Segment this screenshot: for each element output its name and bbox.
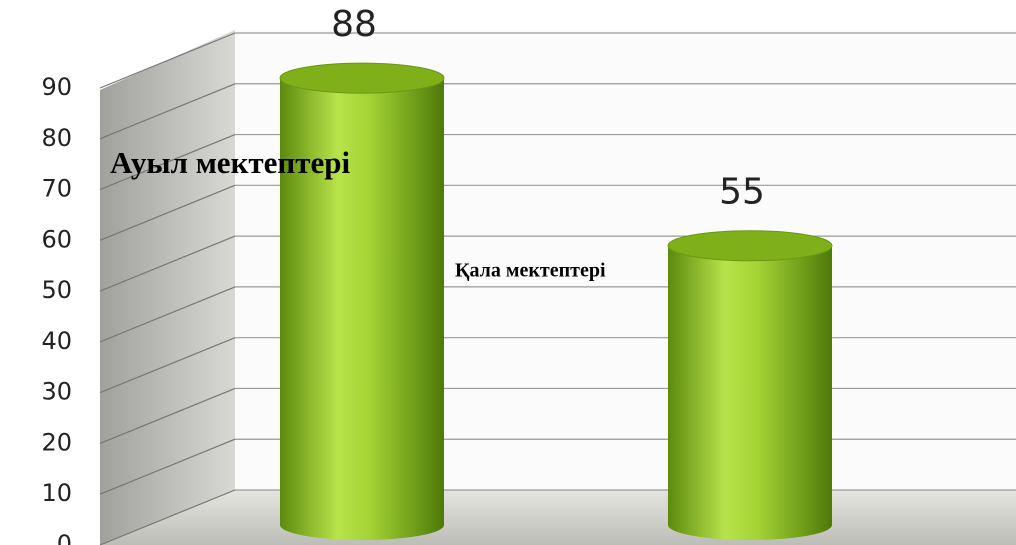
y-tick-label: 0 [57, 530, 72, 545]
y-tick-label: 90 [41, 73, 72, 101]
grid-line [99, 286, 236, 343]
y-tick-label: 30 [41, 378, 72, 406]
grid-line [99, 235, 236, 292]
grid-line [99, 184, 236, 241]
value-label: 55 [719, 172, 765, 213]
side-wall [100, 30, 235, 545]
grid-line [99, 489, 236, 545]
y-tick-label: 50 [41, 276, 72, 304]
grid-line [99, 83, 236, 140]
floor [100, 490, 1016, 545]
value-label: 88 [331, 4, 377, 45]
grid-line [99, 337, 236, 394]
y-tick-label: 40 [41, 327, 72, 355]
grid-line [99, 438, 236, 495]
y-tick-label: 60 [41, 225, 72, 253]
grid-line [99, 32, 236, 89]
grid-line [99, 387, 236, 445]
bar [668, 245, 832, 540]
y-tick-label: 80 [41, 124, 72, 152]
category-label: Қала мектептері [455, 260, 606, 282]
category-label: Ауыл мектептері [110, 145, 351, 180]
grid-line [99, 133, 236, 191]
y-tick-label: 70 [41, 175, 72, 203]
bar [280, 78, 444, 540]
bar-top [667, 230, 833, 262]
y-tick-label: 20 [41, 428, 72, 456]
y-tick-label: 10 [41, 479, 72, 507]
bar-top [279, 62, 445, 94]
